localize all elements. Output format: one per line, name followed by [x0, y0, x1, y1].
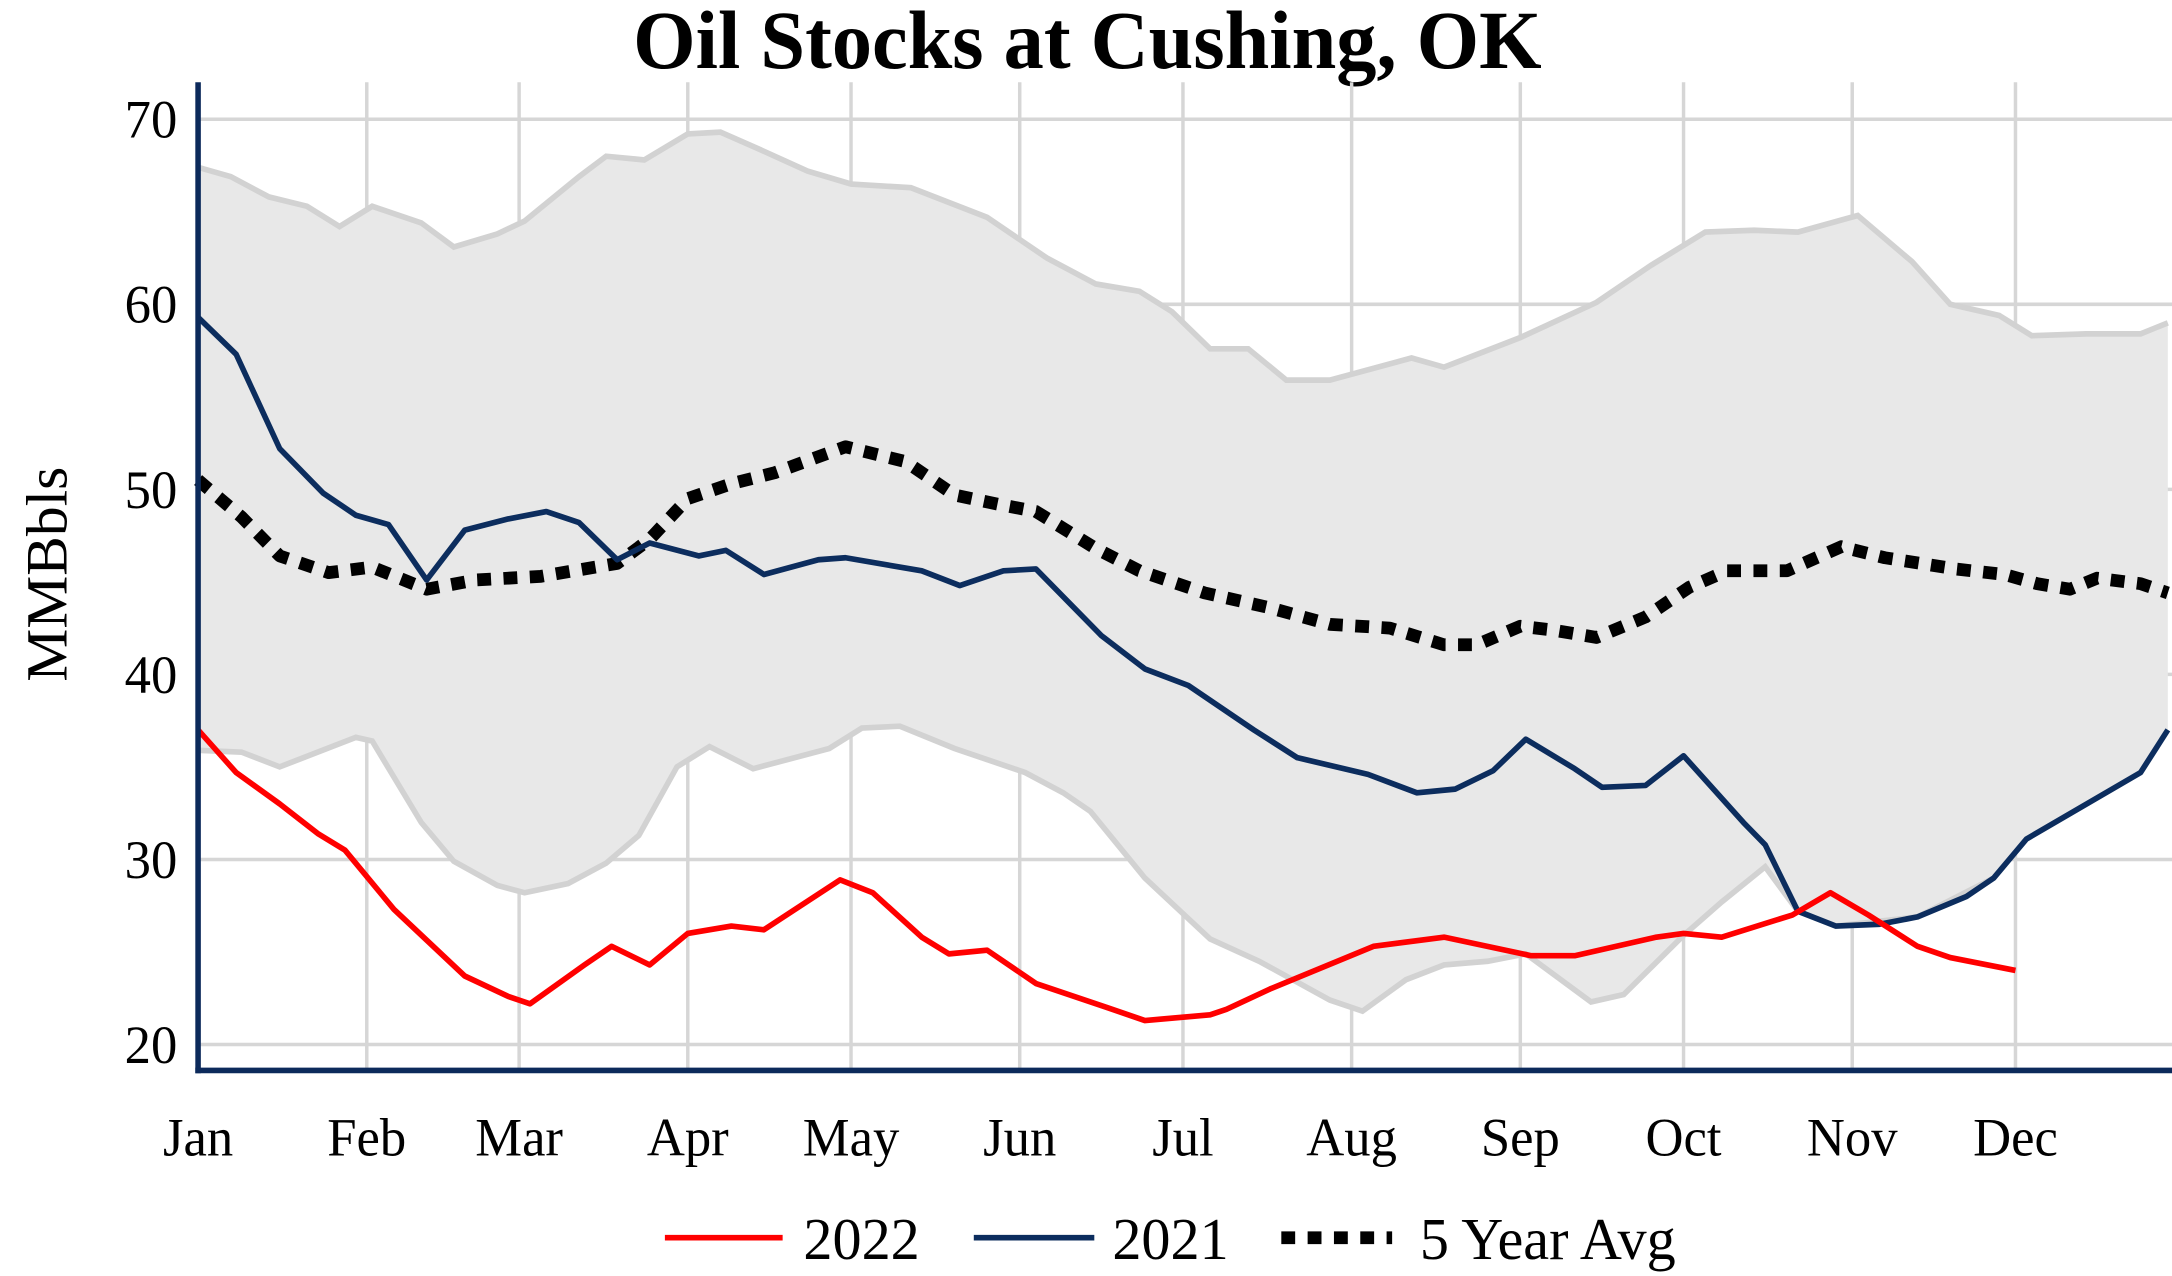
range-band	[197, 129, 2171, 1015]
x-tick-label: Aug	[1306, 1108, 1397, 1168]
legend-label: 2021	[1112, 1206, 1228, 1272]
range-band-lower-edge	[197, 723, 2171, 1015]
y-tick-label: 70	[125, 90, 178, 150]
tick-labels: 20 30 40 50 60 70 Jan Feb Mar Apr May Jun Jul Aug Sep O…	[125, 90, 2058, 1167]
x-tick-label: Mar	[475, 1108, 563, 1168]
y-tick-label: 60	[125, 275, 178, 335]
x-tick-label: Dec	[1973, 1108, 2058, 1168]
x-tick-label: Sep	[1481, 1108, 1560, 1168]
legend: 2022 2021 5 Year Avg	[664, 1206, 1676, 1272]
x-tick-label: Jan	[163, 1108, 233, 1168]
x-tick-label: May	[803, 1108, 900, 1168]
series-line-2022	[196, 727, 2016, 1024]
legend-label: 5 Year Avg	[1420, 1206, 1676, 1272]
y-tick-label: 20	[125, 1015, 178, 1075]
x-tick-label: Nov	[1807, 1108, 1898, 1168]
y-tick-label: 50	[125, 460, 178, 520]
x-tick-label: Apr	[647, 1108, 729, 1168]
x-tick-label: Jul	[1152, 1108, 1213, 1168]
series-line-5-year-avg	[194, 440, 2170, 652]
legend-label: 2022	[803, 1206, 919, 1272]
x-tick-label: Oct	[1646, 1108, 1722, 1168]
series-lines	[194, 315, 2171, 1024]
range-band-upper-edge	[197, 129, 2169, 383]
y-tick-label: 40	[125, 645, 178, 705]
y-axis-label: MMBbls	[15, 467, 79, 682]
range-band-fill	[198, 132, 2168, 1012]
x-tick-label: Feb	[327, 1108, 406, 1168]
x-tick-label: Jun	[983, 1108, 1056, 1168]
y-tick-label: 30	[125, 830, 178, 890]
chart-title: Oil Stocks at Cushing, OK	[633, 0, 1541, 86]
axes	[195, 82, 2172, 1074]
series-line-2021	[196, 315, 2171, 929]
